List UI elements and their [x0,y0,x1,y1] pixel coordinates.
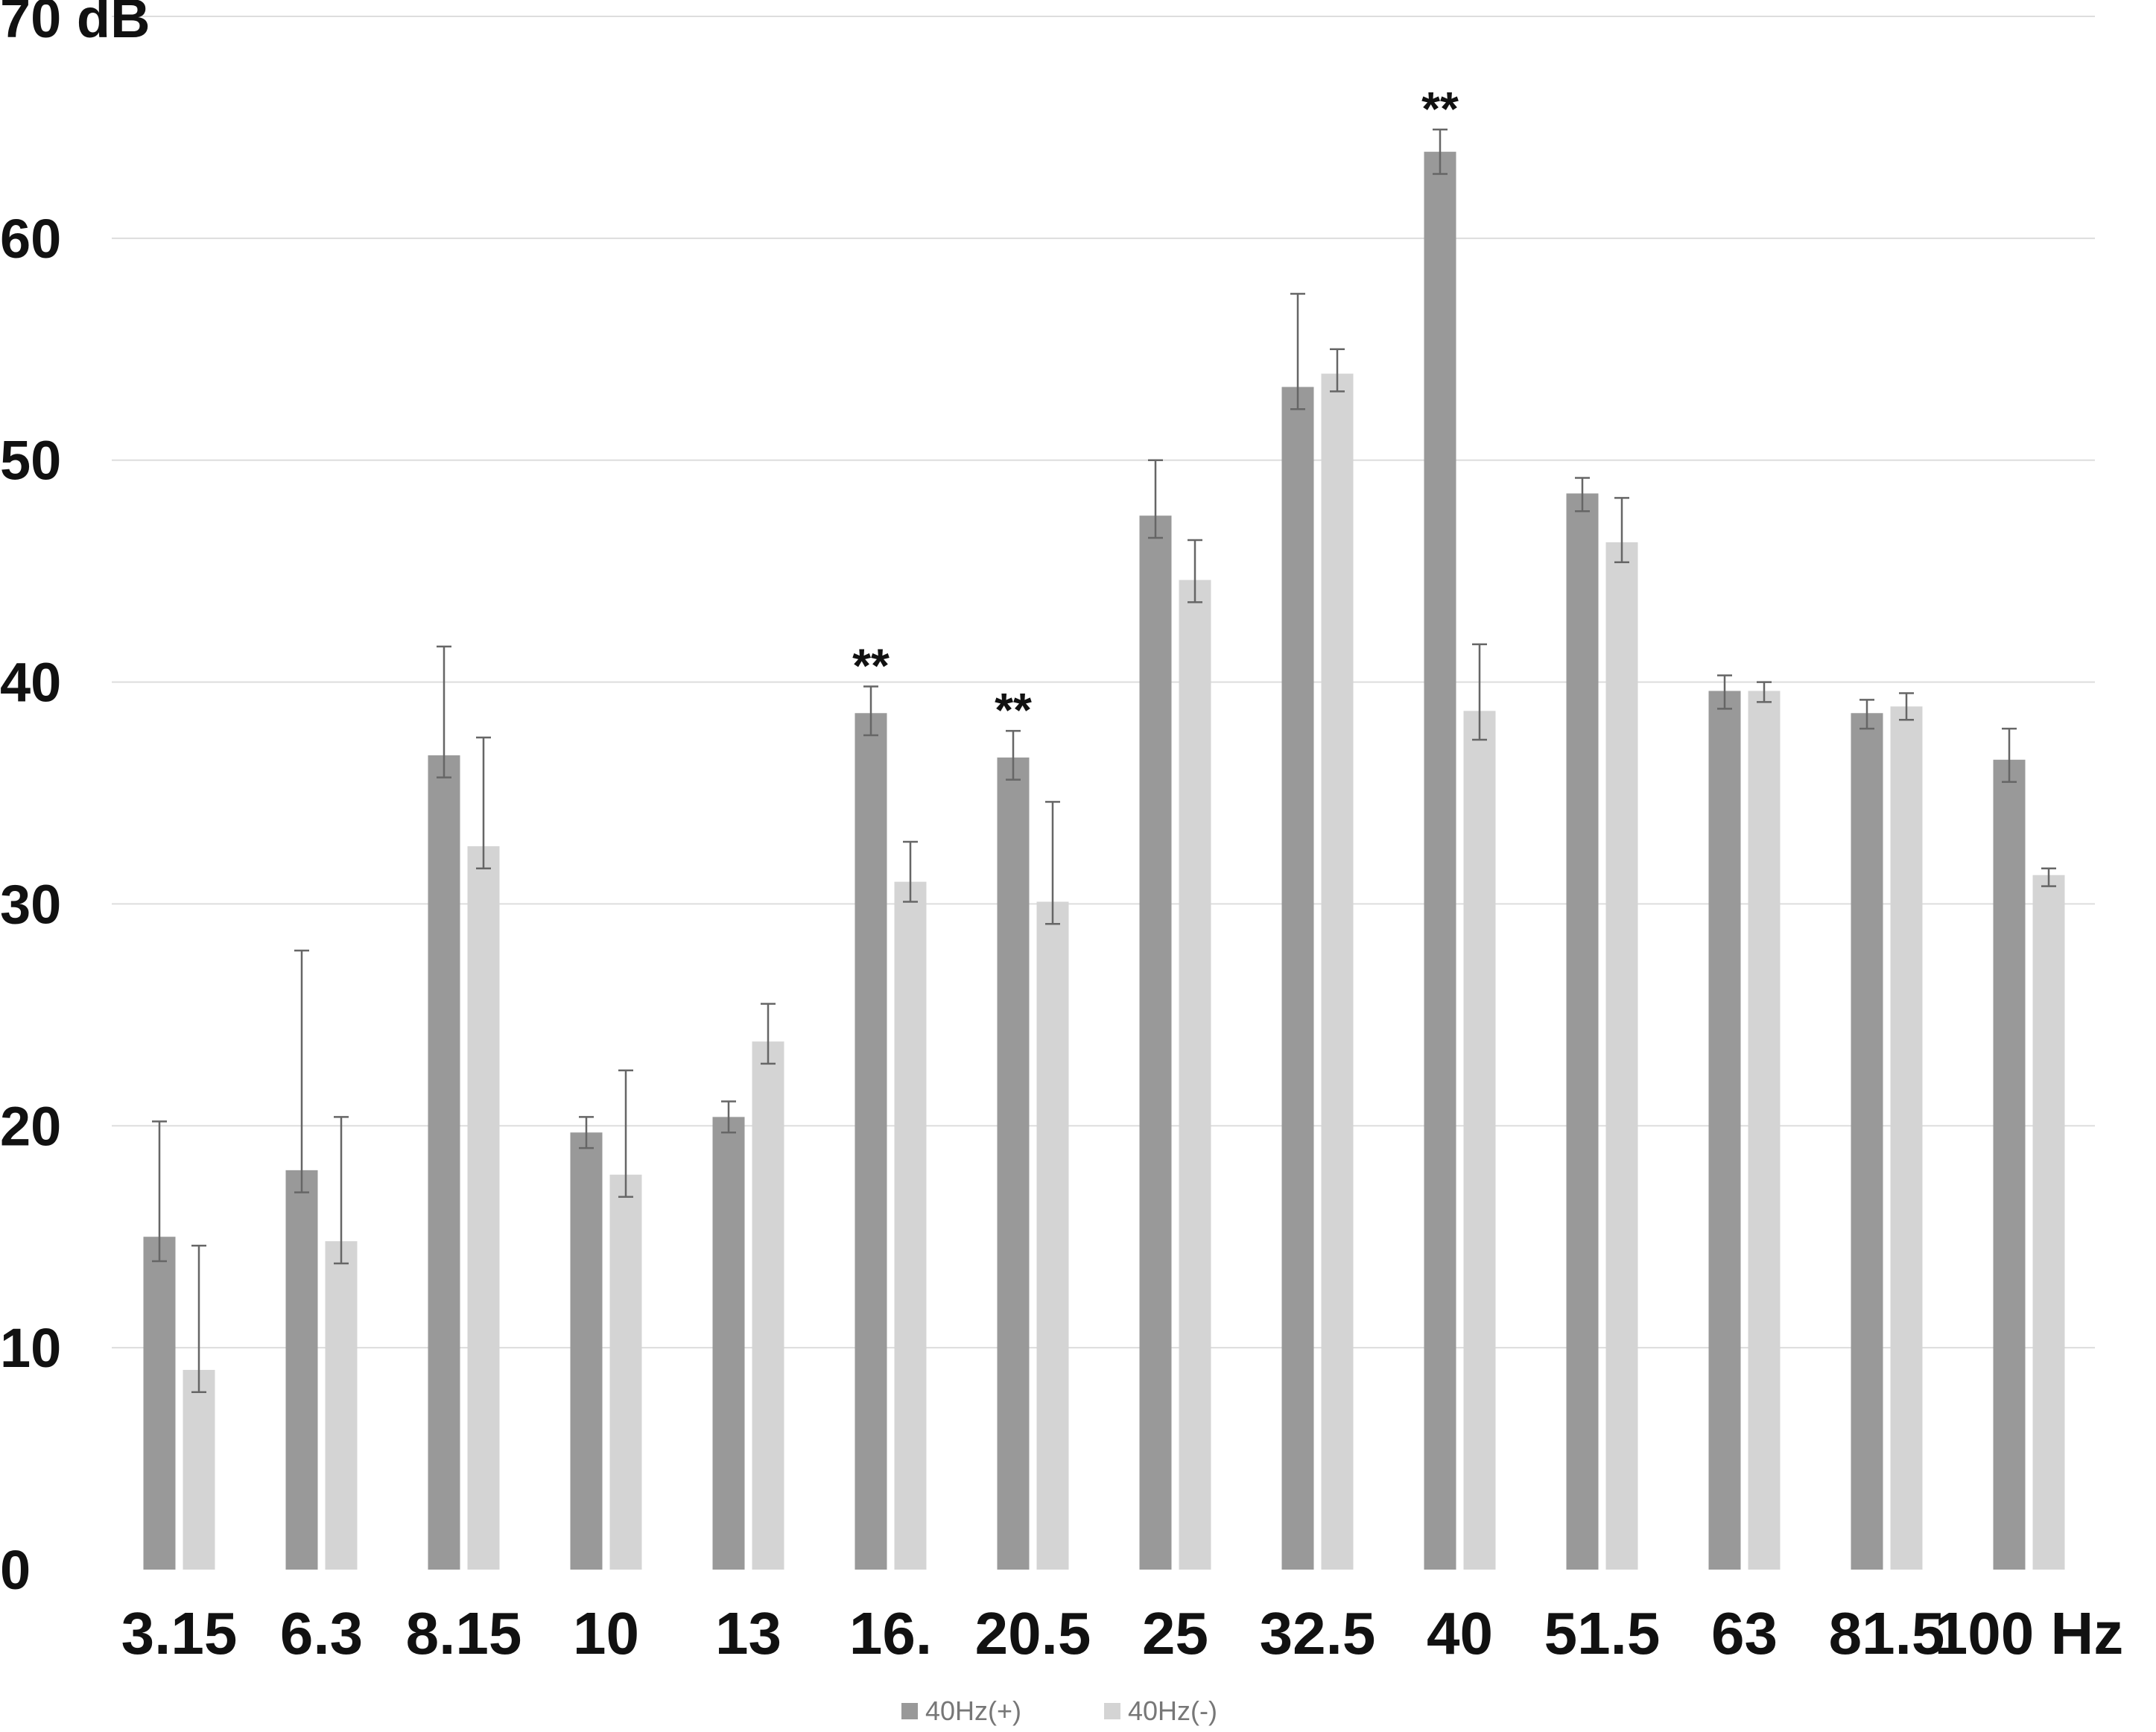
bar-minus [1321,373,1354,1570]
x-tick-label: 51.5 [1544,1600,1661,1666]
y-tick-label: 50 [0,430,61,492]
x-tick-label: 8.15 [406,1600,522,1666]
bar-minus [1463,711,1496,1570]
bar-plus [570,1132,603,1570]
bar-plus [997,757,1030,1570]
x-axis-ticks: 3.15 6.3 8.15 10 13 16. 20.5 25 32.5 40 51.5 63 81.5… [121,1600,2124,1666]
bar-plus [1566,493,1599,1570]
error-bars [152,128,2056,1393]
x-tick-label: 20.5 [975,1600,1091,1666]
bar-plus [1139,516,1172,1570]
bar-plus [712,1117,745,1570]
y-tick-label: 60 [0,208,61,270]
bar-plus [1993,759,2026,1570]
x-tick-label: 6.3 [280,1600,363,1666]
bar-minus [1748,691,1781,1570]
y-tick-label: 30 [0,873,61,935]
bar-plus [143,1237,176,1570]
x-tick-label: 25 [1142,1600,1208,1666]
x-tick-label: 81.5 [1829,1600,1945,1666]
y-tick-label: 70 dB [0,0,150,49]
bar-minus [183,1369,215,1570]
legend-label: 40Hz(-) [1128,1695,1217,1726]
bar-minus [609,1174,642,1570]
x-tick-label: 3.15 [121,1600,238,1666]
significance-marker: ** [1421,82,1459,136]
bar-minus [752,1041,784,1570]
bar-plus [1281,387,1314,1570]
legend-swatch [901,1703,918,1719]
bar-plus [855,713,887,1570]
bars [143,151,2065,1570]
bar-plus [1708,691,1741,1570]
legend-swatch [1104,1703,1120,1719]
bar-minus [894,881,927,1570]
bar-minus [1890,706,1923,1570]
bar-plus [1424,151,1456,1570]
x-tick-label: 32.5 [1260,1600,1376,1666]
x-tick-label: 13 [715,1600,781,1666]
x-tick-label: 40 [1427,1600,1493,1666]
bar-minus [467,846,500,1570]
x-tick-label: 10 [573,1600,639,1666]
x-tick-label: 100 Hz [1935,1600,2123,1666]
bar-plus [1851,713,1883,1570]
y-tick-label: 20 [0,1095,61,1157]
bar-minus [2032,875,2065,1570]
gridlines [112,16,2095,1349]
bar-minus [1179,580,1211,1570]
significance-marker: ** [852,639,890,693]
y-tick-label: 40 [0,652,61,714]
bar-minus [1036,901,1069,1570]
y-tick-label: 0 [0,1539,31,1601]
y-axis-ticks: 0 10 20 30 40 50 60 70 dB [0,0,150,1601]
legend: 40Hz(+) 40Hz(-) [901,1695,1217,1726]
x-tick-label: 63 [1711,1600,1778,1666]
significance-marker: ** [995,683,1032,737]
bar-plus [285,1170,318,1570]
bar-plus [428,755,460,1570]
y-tick-label: 10 [0,1317,61,1379]
legend-label: 40Hz(+) [925,1695,1021,1726]
x-tick-label: 16. [849,1600,932,1666]
significance-annotations: ** ** ** [852,82,1459,737]
bar-minus [325,1241,358,1570]
bar-minus [1605,542,1638,1570]
